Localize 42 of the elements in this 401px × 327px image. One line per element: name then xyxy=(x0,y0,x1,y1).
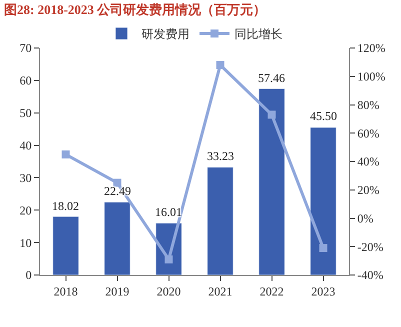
y2-tick-label: 0% xyxy=(357,211,374,226)
x-tick-label: 2019 xyxy=(105,284,130,298)
y-tick-label: 50 xyxy=(20,106,32,120)
legend-label: 研发费用 xyxy=(142,27,190,42)
data-label: 16.01 xyxy=(155,205,182,219)
data-label: 22.49 xyxy=(104,184,131,198)
y2-tick-label: 120% xyxy=(357,41,386,56)
data-label: 57.46 xyxy=(258,71,285,85)
legend-label: 同比增长 xyxy=(234,27,282,42)
x-tick-label: 2021 xyxy=(208,284,232,298)
point xyxy=(319,244,328,252)
y2-tick-label: 40% xyxy=(357,154,380,169)
x-tick-label: 2018 xyxy=(54,284,78,298)
y2-tick-label: 100% xyxy=(357,70,386,84)
y2-tick-label: -20% xyxy=(357,240,384,254)
y-tick-label: 10 xyxy=(20,236,32,250)
point xyxy=(216,61,224,70)
x-tick-label: 2020 xyxy=(156,284,181,298)
data-label: 45.50 xyxy=(310,109,337,123)
point xyxy=(62,150,70,158)
y2-tick-label: 60% xyxy=(357,126,380,140)
bar xyxy=(258,88,285,275)
y2-tick-label: -40% xyxy=(357,268,384,282)
point xyxy=(268,110,276,119)
bar xyxy=(104,202,130,275)
y-tick-label: 70 xyxy=(20,41,32,56)
bar xyxy=(52,216,79,275)
y-tick-label: 0 xyxy=(26,268,32,282)
y-tick-label: 30 xyxy=(20,170,32,185)
data-label: 18.02 xyxy=(52,199,79,213)
y2-tick-label: 80% xyxy=(357,98,380,112)
data-label: 33.23 xyxy=(207,149,234,163)
y-tick-label: 20 xyxy=(20,203,32,218)
bar xyxy=(310,127,336,275)
x-tick-label: 2023 xyxy=(311,284,336,298)
point xyxy=(164,255,173,264)
chart-title: 图28: 2018-2023 公司研发费用情况（百万元） xyxy=(4,2,266,18)
x-tick-label: 2022 xyxy=(260,284,284,298)
bar xyxy=(207,166,234,275)
y2-tick-label: 20% xyxy=(357,183,380,198)
y-tick-label: 60 xyxy=(20,74,32,88)
y-tick-label: 40 xyxy=(20,138,32,152)
